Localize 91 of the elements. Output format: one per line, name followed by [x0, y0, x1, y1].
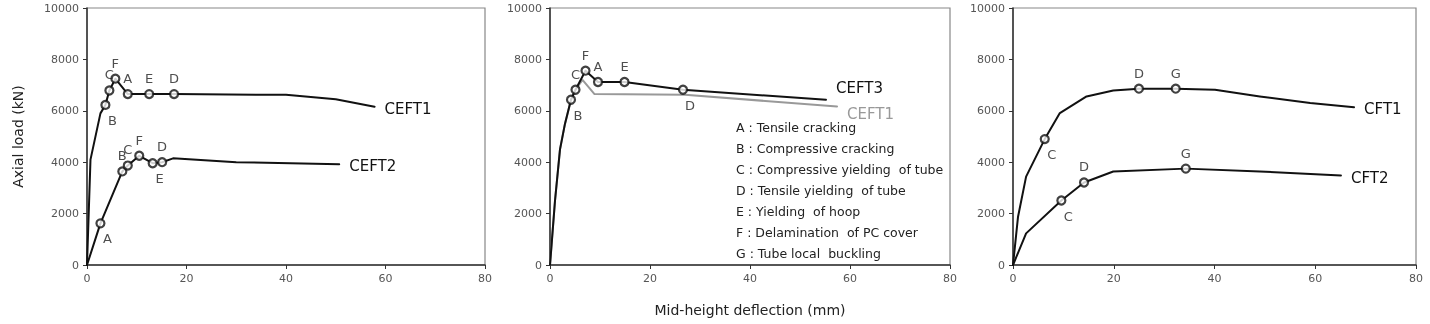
y-tick-label: 8000	[977, 52, 1005, 66]
y-tick-label: 0	[998, 258, 1005, 272]
x-tick-label: 0	[546, 272, 554, 285]
annotation: G : Tube local buckling	[736, 246, 881, 261]
data-label: C	[570, 66, 581, 82]
data-label: C	[1063, 208, 1073, 224]
data-label: A	[102, 231, 112, 247]
y-axis-title: Axial load (kN)	[10, 85, 26, 188]
y-tick-label: 10000	[970, 1, 1005, 15]
point	[1039, 133, 1050, 145]
data-label: A	[123, 71, 133, 86]
point	[1180, 163, 1191, 174]
data-label: D	[157, 139, 168, 155]
point	[1078, 177, 1090, 188]
point	[592, 76, 604, 88]
y-tick-label: 2000	[977, 207, 1005, 221]
x-axis-title: Mid-height deflection (mm)	[654, 302, 846, 318]
point	[117, 166, 128, 177]
y-tick-label: 4000	[51, 155, 79, 169]
data-label: D	[1079, 159, 1090, 175]
x-tick-label: 80	[943, 272, 957, 285]
point	[157, 157, 168, 168]
point	[1170, 83, 1181, 94]
data-label: B	[573, 107, 583, 123]
annotation: B : Compressive cracking	[736, 141, 895, 156]
data-label: E	[155, 171, 164, 187]
series-label: CFT2	[1350, 168, 1389, 187]
series-label: CEFT3	[836, 78, 884, 97]
data-label: C	[1047, 147, 1057, 163]
point	[1056, 195, 1067, 206]
x-tick-label: 60	[843, 272, 857, 285]
data-label: B	[107, 112, 117, 128]
point	[565, 94, 577, 105]
y-tick-label: 4000	[514, 155, 542, 169]
x-tick-label: 80	[1409, 272, 1423, 285]
point	[100, 99, 111, 110]
y-tick-label: 2000	[514, 207, 542, 221]
data-label: D	[1133, 65, 1144, 81]
y-tick-label: 6000	[977, 104, 1005, 118]
point	[1133, 83, 1145, 94]
x-tick-label: 0	[1009, 272, 1017, 285]
point	[95, 218, 106, 229]
y-tick-label: 0	[535, 258, 542, 272]
point	[147, 158, 158, 169]
y-tick-label: 8000	[51, 52, 79, 66]
point	[122, 89, 133, 100]
y-tick-label: 0	[72, 258, 79, 272]
x-tick-label: 0	[83, 272, 91, 285]
point	[144, 89, 155, 100]
x-tick-label: 40	[743, 272, 757, 285]
x-tick-label: 60	[378, 272, 393, 285]
point	[619, 76, 630, 88]
y-tick-label: 6000	[51, 104, 79, 118]
x-tick-label: 40	[1207, 272, 1222, 285]
x-tick-label: 60	[1308, 272, 1323, 285]
annotation: F : Delamination of PC cover	[736, 225, 919, 240]
data-label: D	[169, 71, 180, 86]
point	[570, 84, 581, 95]
data-label: F	[581, 47, 590, 63]
x-tick-label: 20	[179, 272, 194, 285]
data-label: E	[620, 58, 629, 74]
y-tick-label: 4000	[977, 155, 1005, 169]
y-tick-label: 10000	[507, 1, 542, 15]
point	[580, 65, 591, 76]
annotation: D : Tensile yielding of tube	[736, 183, 907, 198]
x-tick-label: 20	[643, 272, 657, 285]
y-tick-label: 10000	[44, 1, 79, 15]
point	[122, 160, 133, 171]
x-tick-label: 20	[1106, 272, 1121, 285]
point	[677, 84, 689, 95]
series-label: CEFT1	[384, 99, 432, 118]
data-label: E	[145, 71, 154, 86]
y-tick-label: 2000	[51, 207, 79, 221]
point	[134, 150, 145, 161]
data-label: F	[111, 55, 120, 71]
y-tick-label: 8000	[514, 52, 542, 66]
x-tick-label: 80	[478, 272, 492, 285]
point	[168, 89, 180, 100]
series-label: CEFT2	[349, 157, 397, 176]
data-label: F	[135, 132, 143, 148]
data-label: D	[684, 97, 696, 113]
point	[104, 85, 115, 96]
data-label: G	[1170, 65, 1181, 81]
y-tick-label: 6000	[514, 104, 542, 118]
annotation: E : Yielding of hoop	[736, 204, 861, 219]
series-label: CFT1	[1364, 100, 1402, 119]
data-label: A	[593, 58, 603, 74]
data-label: G	[1180, 145, 1191, 161]
annotation: C : Compressive yielding of tube	[736, 162, 944, 177]
x-tick-label: 40	[279, 272, 293, 285]
data-label: C	[104, 67, 114, 83]
